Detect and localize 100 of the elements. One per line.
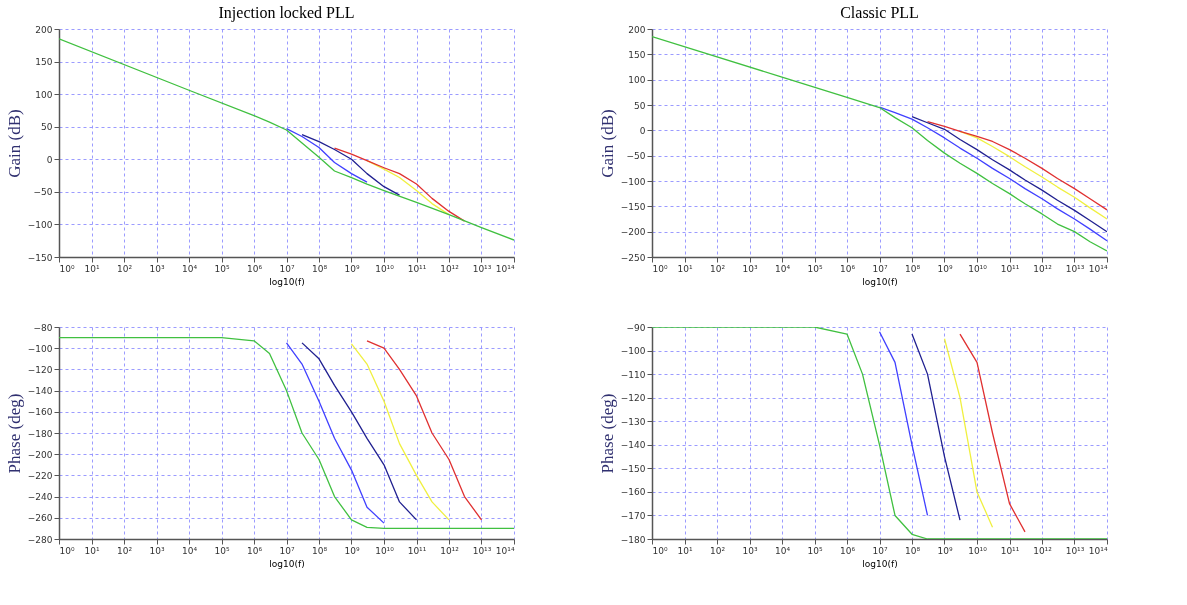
line-series: [959, 130, 1107, 220]
y-tick-label: −100: [27, 343, 53, 354]
y-tick-label: 50: [41, 122, 53, 133]
y-tick-label: −90: [626, 322, 646, 333]
y-tick-label: −180: [27, 428, 53, 439]
y-tick-label: −150: [620, 201, 646, 212]
x-tick-label: 10³: [149, 545, 165, 556]
x-tick-label: 10⁸: [311, 545, 328, 556]
y-tick-label: 100: [628, 75, 646, 86]
x-tick-label: 10⁴: [774, 545, 791, 556]
x-tick-label: 10⁰: [652, 263, 668, 274]
x-tick-label: 10⁹: [937, 545, 953, 556]
y-tick-label: −220: [27, 470, 53, 481]
x-tick-label: 10³: [742, 545, 758, 556]
x-tick-label: 10¹: [84, 545, 100, 556]
x-tick-label: 10⁷: [279, 545, 295, 556]
x-tick-label: 10¹⁴: [1088, 263, 1108, 274]
x-tick-label: 10⁵: [214, 263, 230, 274]
x-tick-label: 10⁵: [807, 263, 823, 274]
x-tick-label: 10³: [149, 263, 165, 274]
x-tick-label: 10⁶: [246, 263, 263, 274]
x-tick-label: 10⁰: [59, 545, 75, 556]
x-tick-label: 10²: [709, 545, 726, 556]
line-series: [285, 342, 385, 524]
x-tick-label: 10⁶: [246, 545, 263, 556]
x-axis-title: log10(f): [269, 276, 305, 287]
y-tick-label: −80: [33, 322, 53, 333]
y-tick-label: −50: [33, 187, 53, 198]
chart-title: Classic PLL: [840, 4, 919, 21]
x-tick-label: 10¹¹: [1000, 545, 1020, 556]
x-tick-label: 10⁰: [59, 263, 75, 274]
y-tick-label: −140: [620, 440, 646, 451]
x-tick-label: 10¹²: [1033, 545, 1053, 556]
x-tick-label: 10¹⁴: [495, 263, 515, 274]
x-tick-label: 10⁸: [904, 545, 921, 556]
x-tick-label: 10⁹: [344, 263, 360, 274]
x-axis-title: log10(f): [862, 558, 898, 569]
y-tick-label: −200: [27, 449, 53, 460]
line-series: [366, 340, 483, 521]
line-series: [911, 333, 961, 521]
y-tick-label: −180: [620, 534, 646, 545]
y-tick-label: −50: [626, 151, 646, 162]
x-tick-label: 10⁶: [839, 545, 856, 556]
line-series: [301, 342, 418, 521]
x-tick-label: 10⁹: [937, 263, 953, 274]
x-tick-label: 10¹³: [1065, 545, 1085, 556]
x-tick-label: 10⁵: [214, 545, 230, 556]
y-tick-label: 100: [35, 89, 53, 100]
x-tick-label: 10¹: [677, 545, 693, 556]
x-tick-label: 10⁶: [839, 263, 856, 274]
y-tick-label: −140: [27, 386, 53, 397]
y-tick-label: −100: [620, 346, 646, 357]
line-series: [366, 159, 450, 216]
x-tick-label: 10⁴: [181, 263, 198, 274]
line-series: [926, 121, 1107, 211]
y-tick-label: 200: [35, 24, 53, 35]
y-tick-label: −150: [620, 463, 646, 474]
y-tick-label: 0: [46, 154, 53, 165]
y-axis-title: Gain (dB): [597, 109, 617, 178]
y-tick-label: 50: [634, 100, 646, 111]
y-axis-title: Gain (dB): [4, 109, 24, 178]
x-tick-label: 10¹: [677, 263, 693, 274]
x-tick-label: 10³: [742, 263, 758, 274]
y-tick-label: −160: [620, 487, 646, 498]
x-tick-label: 10¹³: [472, 263, 492, 274]
x-tick-label: 10⁴: [774, 263, 791, 274]
x-tick-label: 10⁸: [311, 263, 328, 274]
x-tick-label: 10⁰: [652, 545, 668, 556]
y-tick-label: −160: [27, 407, 53, 418]
x-tick-label: 10¹⁰: [968, 545, 988, 556]
x-tick-label: 10⁷: [279, 263, 295, 274]
x-tick-label: 10⁷: [872, 545, 888, 556]
x-axis-title: log10(f): [862, 276, 898, 287]
x-tick-label: 10¹¹: [407, 545, 427, 556]
chart-title: Injection locked PLL: [218, 4, 355, 22]
y-tick-label: −250: [620, 252, 646, 263]
line-series: [285, 128, 368, 183]
x-tick-label: 10¹³: [472, 545, 492, 556]
y-tick-label: −100: [620, 176, 646, 187]
y-tick-label: −200: [620, 227, 646, 238]
x-tick-label: 10¹³: [1065, 263, 1085, 274]
x-tick-label: 10²: [116, 263, 133, 274]
line-series: [301, 133, 401, 196]
x-tick-label: 10¹²: [440, 263, 460, 274]
line-series: [959, 333, 1026, 533]
x-tick-label: 10¹⁰: [375, 545, 395, 556]
y-tick-label: −150: [27, 252, 53, 263]
y-tick-label: 150: [35, 57, 53, 68]
x-tick-label: 10⁴: [181, 545, 198, 556]
x-tick-label: 10¹¹: [1000, 263, 1020, 274]
y-tick-label: −280: [27, 534, 53, 545]
x-tick-label: 10¹¹: [407, 263, 427, 274]
line-series: [943, 338, 994, 528]
x-tick-label: 10¹⁰: [968, 263, 988, 274]
x-tick-label: 10⁹: [344, 545, 360, 556]
x-tick-label: 10¹²: [440, 545, 460, 556]
x-tick-label: 10¹: [84, 263, 100, 274]
x-tick-label: 10⁸: [904, 263, 921, 274]
x-tick-label: 10²: [116, 545, 133, 556]
x-tick-label: 10²: [709, 263, 726, 274]
